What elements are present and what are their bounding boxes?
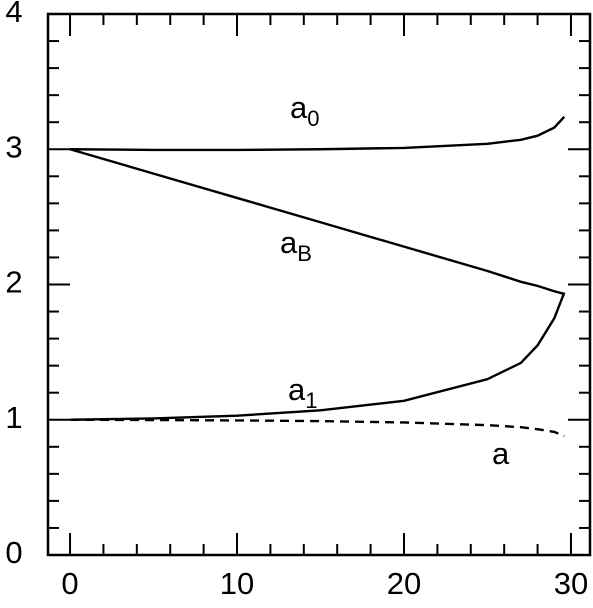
series-line bbox=[70, 292, 566, 421]
x-tick-label: 20 bbox=[387, 566, 421, 601]
y-tick-label: 4 bbox=[5, 0, 22, 29]
series-subscript: 0 bbox=[307, 106, 319, 131]
x-tick-label: 0 bbox=[61, 566, 78, 601]
series-label: a0 bbox=[290, 90, 320, 131]
x-tick-label: 10 bbox=[220, 566, 254, 601]
series-label: aB bbox=[280, 225, 312, 266]
series-label: a bbox=[492, 436, 510, 471]
series-label: a1 bbox=[288, 372, 318, 413]
x-tick-label: 30 bbox=[554, 566, 588, 601]
plot-frame bbox=[46, 12, 592, 557]
series-subscript: 1 bbox=[305, 388, 317, 413]
series-name: a bbox=[290, 90, 308, 125]
series-line bbox=[70, 115, 566, 152]
series-subscript: B bbox=[297, 241, 312, 266]
y-tick-label: 3 bbox=[5, 129, 22, 164]
series-name: a bbox=[280, 225, 298, 260]
y-tick-label: 1 bbox=[5, 400, 22, 435]
series-name: a bbox=[492, 436, 510, 471]
y-tick-label: 0 bbox=[5, 535, 22, 570]
series-name: a bbox=[288, 372, 306, 407]
y-tick-label: 2 bbox=[5, 265, 22, 300]
series-line bbox=[70, 418, 565, 438]
series-line bbox=[69, 148, 565, 296]
